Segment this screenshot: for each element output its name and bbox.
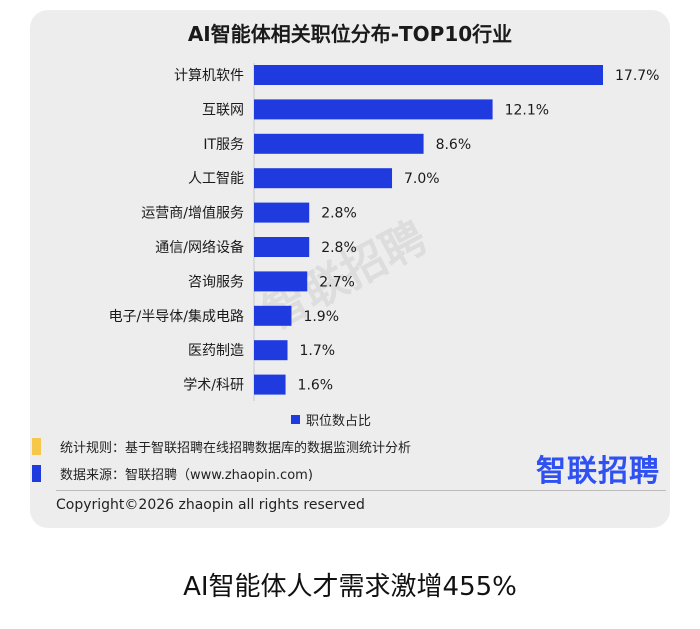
value-label: 7.0%: [404, 171, 440, 187]
value-label: 2.8%: [321, 240, 357, 256]
bar: [254, 305, 292, 326]
zhaopin-logo: 智联招聘: [536, 454, 660, 489]
category-label: 通信/网络设备: [155, 239, 244, 256]
chart-card: [30, 10, 670, 528]
value-label: 1.7%: [300, 343, 336, 359]
value-label: 8.6%: [436, 137, 472, 153]
category-label: 人工智能: [188, 171, 244, 187]
chart-title: AI智能体相关职位分布-TOP10行业: [187, 22, 513, 46]
source-marker: [32, 465, 41, 482]
category-label: 互联网: [202, 102, 244, 118]
category-label: 计算机软件: [174, 68, 244, 84]
value-label: 1.9%: [303, 309, 339, 325]
category-label: 学术/科研: [183, 378, 244, 394]
caption: AI智能体人才需求激增455%: [183, 572, 517, 602]
category-label: 运营商/增值服务: [141, 206, 244, 222]
bar: [254, 133, 424, 154]
bar: [254, 168, 393, 189]
category-label: 医药制造: [188, 343, 244, 359]
category-label: 咨询服务: [188, 274, 244, 290]
bar: [254, 202, 310, 223]
legend-swatch: [291, 415, 300, 424]
rule-marker: [32, 438, 41, 455]
bar: [254, 340, 288, 361]
bar: [254, 237, 310, 257]
legend-label: 职位数占比: [306, 414, 372, 429]
source-note: 数据来源：智联招聘（www.zhaopin.com): [60, 468, 313, 483]
value-label: 1.6%: [298, 378, 334, 394]
copyright: Copyright©2026 zhaopin all rights reserv…: [56, 497, 365, 513]
legend: 职位数占比: [291, 410, 371, 429]
bar: [254, 65, 603, 85]
category-label: 电子/半导体/集成电路: [109, 308, 244, 325]
rule-note: 统计规则：基于智联招聘在线招聘数据库的数据监测统计分析: [60, 441, 412, 456]
bar-chart: 计算机软件 17.7% 互联网 12.1% IT服务 8.6% 人工智能 7.0% 运营商/增值…: [109, 63, 659, 401]
bar: [254, 374, 286, 395]
bar: [254, 99, 493, 120]
category-label: IT服务: [203, 137, 244, 153]
value-label: 2.8%: [321, 206, 357, 222]
divider: [56, 490, 666, 491]
value-label: 12.1%: [505, 102, 549, 118]
value-label: 17.7%: [615, 68, 659, 84]
bar: [254, 271, 308, 292]
value-label: 2.7%: [319, 274, 355, 290]
